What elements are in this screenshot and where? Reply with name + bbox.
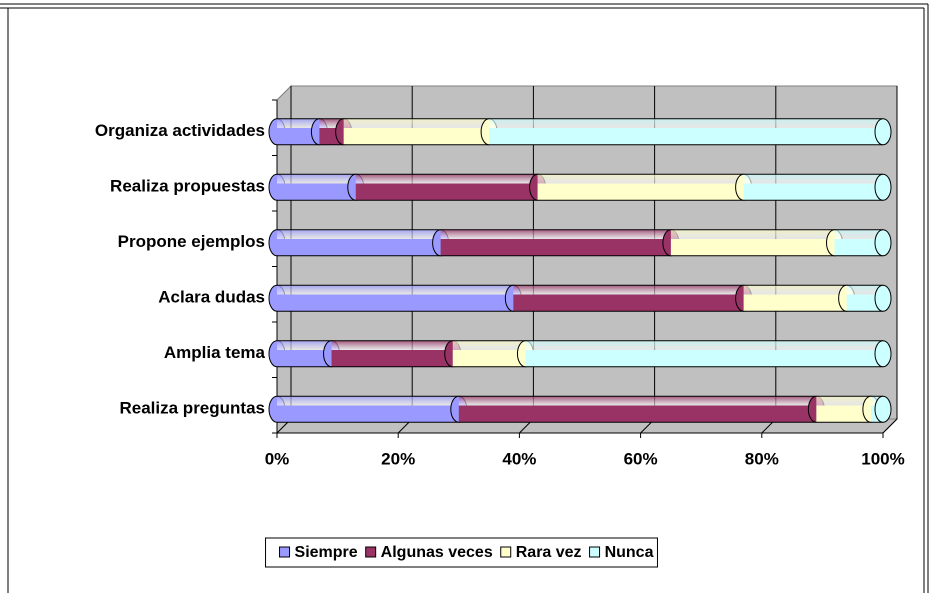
legend-label: Siempre bbox=[295, 544, 358, 561]
legend-swatch bbox=[500, 546, 512, 558]
legend-swatch bbox=[589, 546, 601, 558]
x-tick-label: 20% bbox=[381, 449, 415, 468]
bar bbox=[513, 284, 753, 312]
bar bbox=[834, 229, 892, 257]
bar bbox=[489, 118, 892, 146]
bar bbox=[277, 395, 468, 423]
bar bbox=[277, 340, 341, 368]
bar bbox=[452, 340, 534, 368]
y-tick-label: Realiza preguntas bbox=[120, 399, 266, 418]
x-tick-label: 80% bbox=[745, 449, 779, 468]
y-tick-label: Realiza propuestas bbox=[110, 177, 265, 196]
grid-line bbox=[882, 418, 898, 434]
legend-swatch bbox=[365, 546, 377, 558]
bar bbox=[537, 173, 753, 201]
bar bbox=[525, 340, 892, 368]
bar bbox=[816, 395, 880, 423]
bar bbox=[277, 229, 450, 257]
bar bbox=[670, 229, 844, 257]
y-tick-label: Amplia tema bbox=[164, 343, 266, 362]
bar bbox=[355, 173, 547, 201]
x-tick-label: 100% bbox=[861, 449, 904, 468]
bar bbox=[743, 173, 892, 201]
legend-label: Nunca bbox=[605, 544, 654, 561]
bar bbox=[277, 173, 365, 201]
legend-swatch bbox=[279, 546, 291, 558]
bar bbox=[870, 395, 892, 423]
y-tick-label: Aclara dudas bbox=[158, 288, 265, 307]
x-tick-label: 0% bbox=[265, 449, 290, 468]
y-tick-label: Organiza actividades bbox=[95, 121, 265, 140]
bar bbox=[343, 118, 498, 146]
bar bbox=[440, 229, 680, 257]
x-tick-label: 40% bbox=[502, 449, 536, 468]
bar bbox=[458, 395, 825, 423]
bar bbox=[846, 284, 892, 312]
bar bbox=[277, 284, 522, 312]
x-tick-label: 60% bbox=[624, 449, 658, 468]
y-tick-label: Propone ejemplos bbox=[118, 232, 265, 251]
bar bbox=[331, 340, 462, 368]
bar bbox=[743, 284, 856, 312]
legend-label: Algunas veces bbox=[381, 544, 493, 561]
legend-label: Rara vez bbox=[516, 544, 582, 561]
